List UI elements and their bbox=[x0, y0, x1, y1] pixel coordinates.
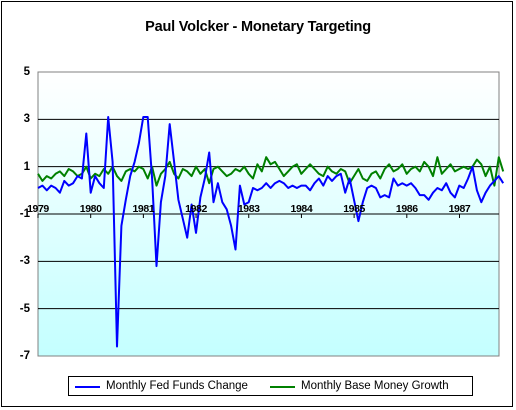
series-line-fed-funds-change bbox=[37, 116, 505, 348]
y-tick-label: -7 bbox=[19, 350, 30, 362]
series-line-base-money-growth bbox=[37, 156, 505, 187]
y-tick-label: 3 bbox=[23, 113, 30, 126]
x-tick-label: 1984 bbox=[290, 203, 313, 215]
x-tick-label: 1986 bbox=[395, 203, 418, 215]
legend-swatch-fed-funds bbox=[75, 386, 100, 388]
legend: Monthly Fed Funds Change Monthly Base Mo… bbox=[68, 376, 473, 396]
x-tick-label: 1979 bbox=[27, 203, 49, 215]
y-tick-label: 5 bbox=[23, 66, 30, 78]
x-tick-label: 1987 bbox=[448, 203, 471, 215]
legend-swatch-base-money bbox=[270, 386, 295, 388]
y-tick-label: -5 bbox=[19, 302, 30, 315]
legend-label-base-money: Monthly Base Money Growth bbox=[301, 380, 449, 392]
x-tick-label: 1981 bbox=[132, 203, 155, 215]
x-tick-label: 1982 bbox=[185, 203, 207, 215]
y-tick-label: 1 bbox=[23, 160, 30, 173]
x-tick-label: 1985 bbox=[343, 203, 365, 215]
legend-label-fed-funds: Monthly Fed Funds Change bbox=[106, 380, 248, 392]
y-tick-label: -1 bbox=[19, 208, 30, 220]
x-tick-label: 1980 bbox=[79, 203, 102, 215]
x-tick-label: 1983 bbox=[237, 203, 260, 215]
chart-title: Paul Volcker - Monetary Targeting bbox=[145, 19, 371, 35]
y-tick-label: -3 bbox=[19, 255, 30, 268]
